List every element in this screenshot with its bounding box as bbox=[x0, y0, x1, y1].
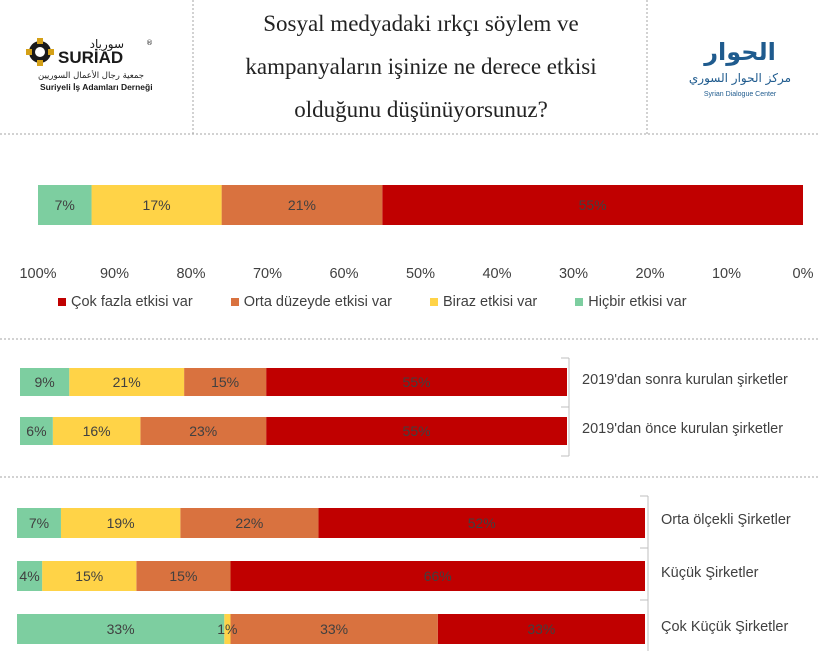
bar-label-c0-r0-s0: 55% bbox=[578, 197, 607, 213]
bar-label-c1-r0-s1: 15% bbox=[211, 374, 240, 390]
legend-label-orta: Orta düzeyde etkisi var bbox=[243, 294, 392, 310]
bar-label-c2-r0-s2: 19% bbox=[106, 515, 135, 531]
bar-label-c1-r0-s3: 9% bbox=[34, 374, 55, 390]
suriad-arabic-subtitle: جمعية رجال الأعمال السوريين bbox=[38, 70, 144, 81]
bar-segment-c2-r1-s3 bbox=[17, 561, 43, 591]
bar-segment-c0-r0-s3 bbox=[38, 185, 92, 225]
bar-segment-c1-r1-s2 bbox=[52, 417, 141, 445]
bar-segment-c0-r0-s0 bbox=[382, 185, 803, 225]
bar-segment-c2-r2-s1 bbox=[230, 614, 438, 644]
legend-label-hicbir: Hiçbir etkisi var bbox=[588, 294, 687, 310]
suriad-subtitle: Suriyeli İş Adamları Derneği bbox=[40, 82, 153, 92]
bar-label-c1-r1-s2: 16% bbox=[82, 423, 111, 439]
legend-item-orta: Orta düzeyde etkisi var bbox=[230, 294, 392, 310]
bar-label-c2-r2-s2: 1% bbox=[217, 621, 238, 637]
bar-segment-c2-r1-s2 bbox=[42, 561, 137, 591]
x-tick-label: 10% bbox=[711, 266, 742, 282]
bar-segment-c2-r1-s0 bbox=[230, 561, 645, 591]
x-tick-label: 30% bbox=[558, 266, 589, 282]
suriad-arabic-name: سورياد bbox=[90, 37, 124, 52]
category-label-very-small: Çok Küçük Şirketler bbox=[661, 619, 789, 635]
bar-label-c1-r0-s2: 21% bbox=[112, 374, 141, 390]
sdc-name: Syrian Dialogue Center bbox=[704, 91, 777, 98]
chart-title: Sosyal medyadaki ırkçı söylem ve kampany… bbox=[196, 2, 646, 132]
sdc-arabic-mark: الحوار bbox=[703, 38, 776, 66]
bar-label-c1-r1-s0: 55% bbox=[402, 423, 431, 439]
bar-segment-c1-r1-s0 bbox=[266, 417, 567, 445]
bar-label-c0-r0-s1: 21% bbox=[287, 197, 316, 213]
bar-label-c2-r2-s3: 33% bbox=[106, 621, 135, 637]
bar-label-c2-r0-s1: 22% bbox=[235, 515, 264, 531]
sdc-arabic-name: مركز الحوار السوري bbox=[689, 71, 791, 86]
suriad-logo: سورياد ® SURİAD جمعية رجال الأعمال السور… bbox=[26, 37, 153, 92]
category-label-small: Küçük Şirketler bbox=[661, 565, 759, 581]
chart-title-line-1: Sosyal medyadaki ırkçı söylem ve bbox=[263, 11, 579, 36]
bar-segment-c1-r0-s3 bbox=[20, 368, 70, 396]
x-tick-label: 90% bbox=[99, 266, 130, 282]
bar-segment-c2-r2-s2 bbox=[224, 614, 231, 644]
legend: Çok fazla etkisi var Orta düzeyde etkisi… bbox=[58, 294, 725, 310]
bar-segment-c0-r0-s2 bbox=[91, 185, 222, 225]
bar-label-c2-r1-s0: 66% bbox=[423, 568, 452, 584]
bar-label-c2-r1-s1: 15% bbox=[169, 568, 198, 584]
x-tick-label: 60% bbox=[329, 266, 359, 282]
bar-segment-c1-r1-s1 bbox=[140, 417, 267, 445]
bar-label-c1-r0-s0: 55% bbox=[402, 374, 431, 390]
bar-label-c2-r0-s0: 52% bbox=[467, 515, 496, 531]
legend-swatch-cok-fazla bbox=[58, 298, 66, 306]
legend-swatch-biraz bbox=[429, 298, 438, 306]
bar-label-c2-r2-s0: 33% bbox=[527, 621, 556, 637]
legend-item-hicbir: Hiçbir etkisi var bbox=[575, 294, 687, 310]
bar-segment-c1-r0-s2 bbox=[69, 368, 185, 396]
legend-label-cok-fazla: Çok fazla etkisi var bbox=[71, 294, 193, 310]
bar-label-c2-r0-s3: 7% bbox=[28, 515, 50, 531]
suriad-name: SURİAD bbox=[58, 48, 123, 67]
chart-title-line-2: kampanyaların işinize ne derece etkisi bbox=[245, 54, 597, 79]
registered-mark: ® bbox=[146, 39, 153, 47]
bar-segment-c2-r0-s2 bbox=[60, 508, 181, 538]
category-label-medium: Orta ölçekli Şirketler bbox=[661, 512, 791, 528]
bar-label-c2-r1-s3: 4% bbox=[19, 568, 40, 584]
bar-label-c0-r0-s2: 17% bbox=[142, 197, 171, 213]
legend-item-cok-fazla: Çok fazla etkisi var bbox=[58, 294, 193, 310]
x-tick-label: 100% bbox=[19, 266, 57, 282]
bar-segment-c1-r1-s3 bbox=[20, 417, 53, 445]
syrian-dialogue-center-logo: الحوار مركز الحوار السوري Syrian Dialogu… bbox=[689, 38, 791, 98]
bar-segment-c1-r0-s0 bbox=[266, 368, 567, 396]
x-tick-label: 0% bbox=[792, 266, 814, 282]
legend-item-biraz: Biraz etkisi var bbox=[429, 294, 538, 310]
bar-segment-c1-r0-s1 bbox=[184, 368, 267, 396]
bar-label-c2-r1-s2: 15% bbox=[75, 568, 104, 584]
legend-swatch-hicbir bbox=[575, 298, 584, 306]
category-label-after-2019: 2019'dan sonra kurulan şirketler bbox=[582, 372, 788, 388]
bar-label-c0-r0-s3: 7% bbox=[54, 197, 75, 213]
category-label-before-2019: 2019'dan önce kurulan şirketler bbox=[582, 421, 784, 437]
bar-segment-c2-r0-s0 bbox=[318, 508, 645, 538]
x-tick-label: 50% bbox=[405, 266, 436, 282]
bar-segment-c0-r0-s1 bbox=[221, 185, 383, 225]
bar-segment-c2-r0-s3 bbox=[17, 508, 61, 538]
header: سورياد ® SURİAD جمعية رجال الأعمال السور… bbox=[0, 0, 818, 135]
bar-label-c2-r2-s1: 33% bbox=[320, 621, 349, 637]
legend-swatch-orta bbox=[230, 298, 239, 306]
bar-segment-c2-r2-s0 bbox=[437, 614, 645, 644]
chart-title-line-3: olduğunu düşünüyorsunuz? bbox=[294, 97, 548, 122]
legend-label-biraz: Biraz etkisi var bbox=[442, 294, 538, 310]
bar-segment-c2-r2-s3 bbox=[17, 614, 225, 644]
bar-label-c1-r1-s3: 6% bbox=[26, 423, 47, 439]
bar-segment-c2-r1-s1 bbox=[136, 561, 231, 591]
x-tick-label: 80% bbox=[176, 266, 206, 282]
bar-label-c1-r1-s1: 23% bbox=[189, 423, 218, 439]
x-tick-label: 20% bbox=[635, 266, 665, 282]
bar-segment-c2-r0-s1 bbox=[180, 508, 319, 538]
x-tick-label: 40% bbox=[482, 266, 512, 282]
x-tick-label: 70% bbox=[252, 266, 283, 282]
